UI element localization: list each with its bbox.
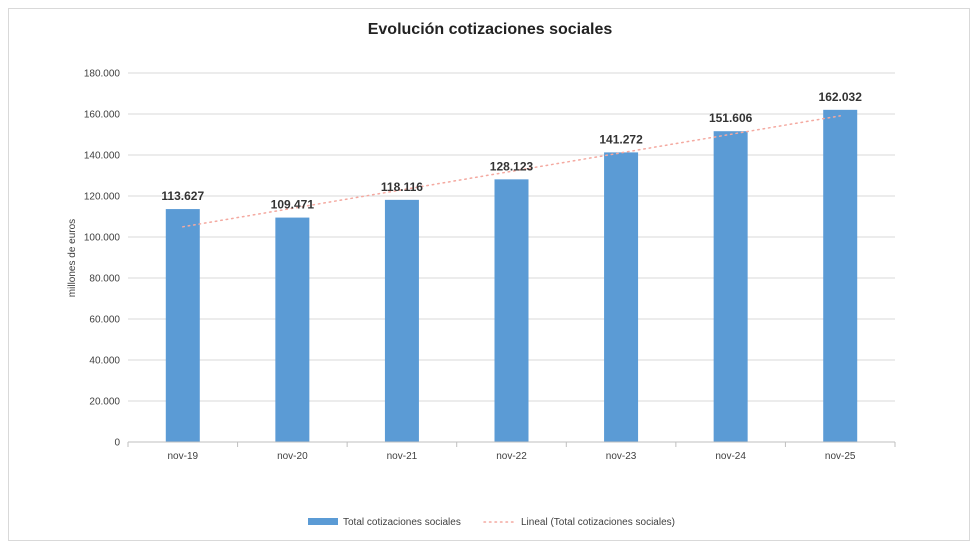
bar bbox=[494, 179, 529, 443]
legend-bar-swatch bbox=[308, 518, 338, 525]
data-label: 128.123 bbox=[490, 159, 534, 173]
trendline bbox=[182, 115, 841, 228]
data-label: 141.272 bbox=[599, 132, 643, 146]
y-axis-ticks: 0 20.000 40.000 60.000 80.000 100.000 120.000 1… bbox=[84, 69, 121, 449]
x-tick-label: nov-23 bbox=[606, 451, 637, 462]
x-tick-label: nov-21 bbox=[387, 451, 418, 462]
data-label: 151.606 bbox=[709, 111, 753, 125]
y-tick-label: 100.000 bbox=[84, 233, 121, 244]
legend-bar-label: Total cotizaciones sociales bbox=[343, 517, 461, 528]
data-label: 118.116 bbox=[381, 180, 423, 194]
x-tick-label: nov-24 bbox=[715, 451, 746, 462]
x-axis-ticks: nov-19 nov-20 nov-21 nov-22 nov-23 nov-24 nov-… bbox=[127, 442, 896, 462]
bar bbox=[275, 217, 310, 442]
y-axis-label: millones de euros bbox=[67, 219, 78, 297]
bar bbox=[604, 152, 639, 442]
x-tick-label: nov-25 bbox=[825, 451, 856, 462]
bar-series bbox=[165, 109, 858, 443]
data-label: 113.627 bbox=[161, 189, 204, 203]
chart-title: Evolución cotizaciones sociales bbox=[368, 21, 613, 38]
y-tick-label: 0 bbox=[114, 438, 120, 449]
x-tick-label: nov-22 bbox=[496, 451, 527, 462]
data-label: 109.471 bbox=[271, 198, 315, 212]
trendline-group bbox=[182, 115, 841, 228]
legend-trend-label: Lineal (Total cotizaciones sociales) bbox=[521, 517, 675, 528]
y-tick-label: 140.000 bbox=[84, 151, 121, 162]
bar bbox=[165, 209, 200, 442]
y-tick-label: 20.000 bbox=[89, 397, 120, 408]
data-label: 162.032 bbox=[819, 90, 863, 104]
y-tick-label: 60.000 bbox=[89, 315, 120, 326]
bar bbox=[823, 109, 858, 442]
data-labels: 113.627 109.471 118.116 128.123 141.272 151.6… bbox=[161, 90, 862, 212]
x-tick-label: nov-19 bbox=[167, 451, 198, 462]
x-tick-label: nov-20 bbox=[277, 451, 308, 462]
chart-legend: Total cotizaciones sociales Lineal (Tota… bbox=[308, 517, 675, 528]
y-tick-label: 120.000 bbox=[84, 192, 121, 203]
y-tick-label: 180.000 bbox=[84, 69, 121, 80]
y-tick-label: 160.000 bbox=[84, 110, 121, 121]
bar bbox=[713, 131, 748, 442]
y-tick-label: 80.000 bbox=[89, 274, 120, 285]
y-tick-label: 40.000 bbox=[89, 356, 120, 367]
bar bbox=[384, 199, 419, 442]
